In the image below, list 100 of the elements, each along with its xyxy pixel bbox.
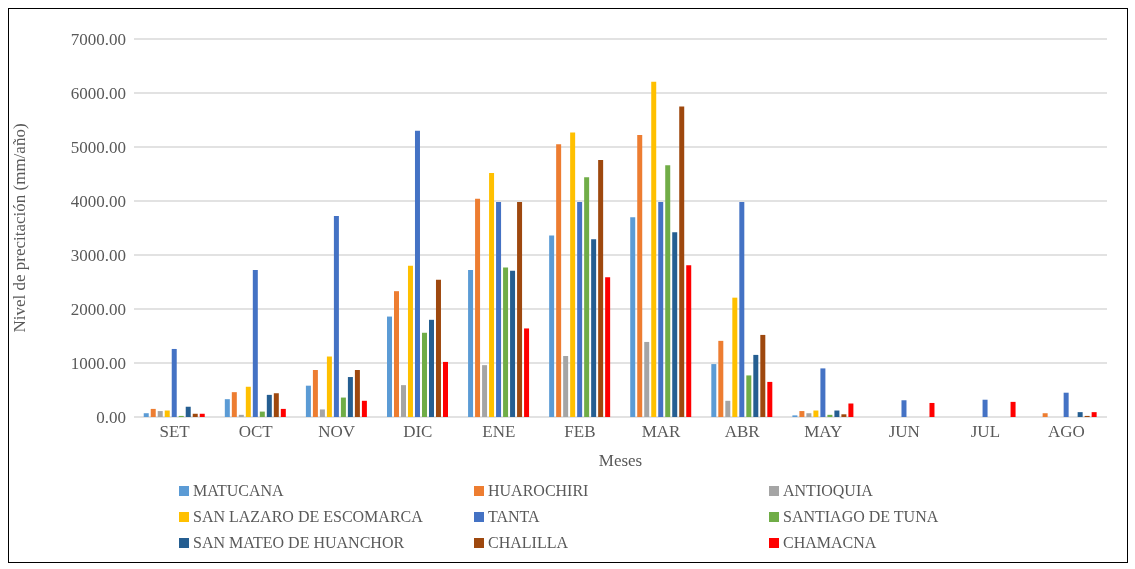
bar	[827, 414, 833, 417]
bar	[584, 177, 590, 417]
y-tick-label: 6000.00	[70, 84, 126, 104]
bar	[428, 319, 434, 417]
bar	[231, 392, 237, 417]
legend-label: HUAROCHIRI	[488, 482, 589, 500]
bar	[651, 81, 657, 417]
x-tick-label: JUL	[970, 422, 1001, 442]
legend-label: SAN LAZARO DE ESCOMARCA	[193, 508, 423, 526]
bar	[482, 365, 488, 417]
bar	[711, 364, 717, 417]
bar	[679, 106, 685, 417]
legend-label: SANTIAGO DE TUNA	[783, 508, 939, 526]
bar	[414, 130, 420, 417]
x-tick-label: FEB	[564, 422, 596, 442]
bar	[637, 135, 643, 417]
bar	[806, 413, 812, 417]
bar	[496, 202, 502, 417]
bar	[468, 270, 474, 417]
bar	[767, 381, 773, 417]
x-tick-label: MAY	[804, 422, 843, 442]
bar	[524, 328, 530, 417]
x-tick-label: AGO	[1048, 422, 1085, 442]
bar	[1077, 412, 1083, 417]
bar	[224, 399, 230, 417]
x-tick-label: ENE	[482, 422, 516, 442]
bar	[517, 202, 523, 417]
bar	[901, 400, 907, 417]
bar	[510, 270, 516, 417]
bar	[739, 202, 745, 417]
bar	[834, 410, 840, 417]
y-tick-label: 7000.00	[70, 30, 126, 50]
bar	[644, 341, 650, 417]
x-tick-label: NOV	[318, 422, 356, 442]
x-tick-label: SET	[159, 422, 191, 442]
x-tick-label: DIC	[403, 422, 433, 442]
bar	[442, 361, 448, 417]
bar	[1091, 412, 1097, 417]
bar	[658, 202, 664, 417]
legend-label: TANTA	[488, 508, 540, 526]
bar	[347, 377, 353, 417]
bar	[813, 410, 819, 417]
bar	[150, 408, 156, 417]
bar	[1063, 392, 1069, 417]
bar	[686, 265, 692, 417]
bar	[725, 400, 731, 417]
x-tick-label: OCT	[238, 422, 274, 442]
bar	[407, 265, 413, 417]
bar	[157, 411, 163, 417]
y-axis-title: Nivel de precitación (mm/año)	[10, 123, 30, 333]
bar	[489, 172, 495, 417]
bar	[340, 397, 346, 417]
bar	[259, 411, 265, 417]
bar	[475, 198, 481, 417]
bar	[746, 375, 752, 417]
y-tick-label: 5000.00	[70, 138, 126, 158]
bar	[400, 385, 406, 417]
bar	[605, 277, 611, 417]
bar	[563, 355, 569, 417]
bar	[753, 354, 759, 417]
bar	[799, 411, 805, 417]
y-tick-label: 0.00	[96, 408, 126, 428]
bar	[333, 216, 339, 417]
x-tick-label: MAR	[641, 422, 682, 442]
bar	[732, 297, 738, 417]
bar	[556, 144, 562, 417]
bar	[1010, 401, 1016, 417]
bar	[305, 385, 311, 417]
bar	[252, 270, 258, 417]
bar	[630, 217, 636, 417]
bar	[185, 406, 191, 417]
legend-label: SAN MATEO DE HUANCHOR	[193, 534, 405, 552]
bar	[199, 413, 205, 417]
bar	[665, 165, 671, 417]
bar	[591, 239, 597, 417]
bar	[577, 202, 583, 417]
bar	[280, 408, 286, 417]
legend-label: MATUCANA	[193, 482, 284, 500]
bar	[266, 394, 272, 417]
y-tick-label: 4000.00	[70, 192, 126, 212]
x-tick-label: JUN	[888, 422, 920, 442]
x-axis-title: Meses	[598, 451, 643, 470]
bar	[354, 370, 360, 417]
bar	[1042, 413, 1048, 417]
bar	[319, 409, 325, 417]
bar	[503, 267, 509, 417]
bar	[192, 413, 198, 417]
bar	[386, 316, 392, 417]
legend-label: ANTIOQUIA	[783, 482, 873, 500]
bar	[273, 393, 279, 417]
bar	[760, 334, 766, 417]
bar	[848, 403, 854, 417]
bar	[672, 232, 678, 417]
bar	[164, 410, 170, 417]
x-tick-label: ABR	[724, 422, 761, 442]
bar	[238, 414, 244, 417]
bar	[982, 399, 988, 417]
bar	[549, 235, 555, 417]
bar	[393, 291, 399, 417]
bar	[171, 348, 177, 417]
